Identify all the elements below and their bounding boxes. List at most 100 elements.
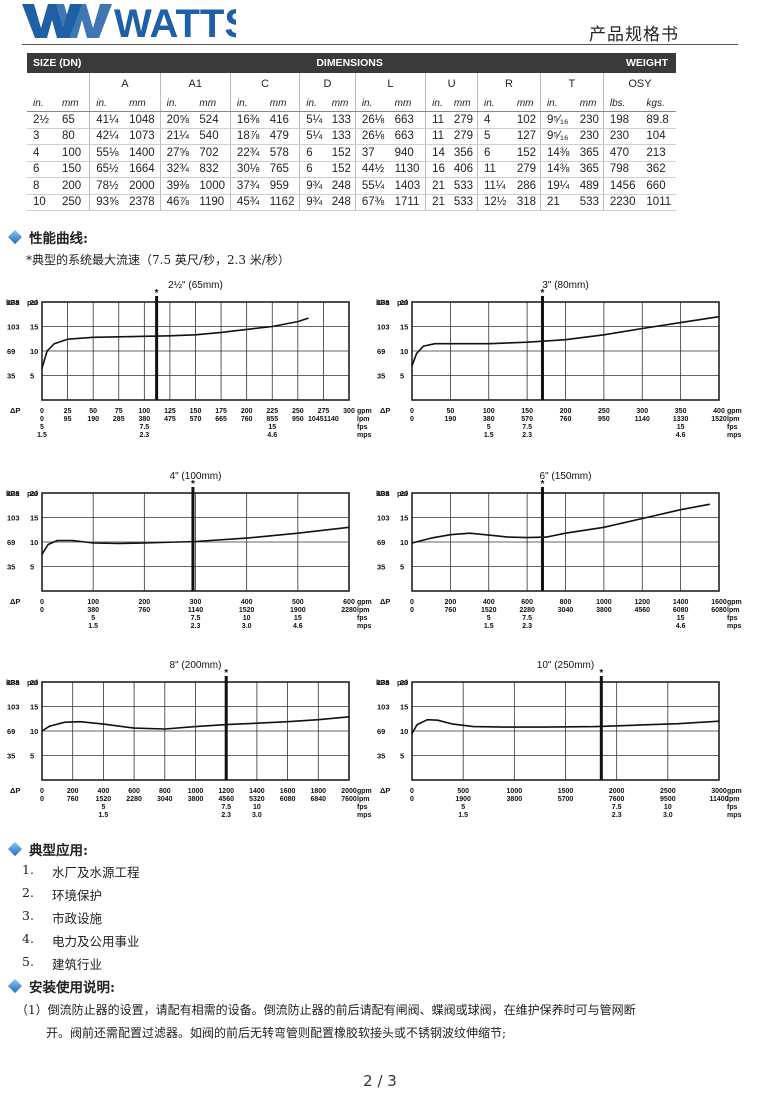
column-group-label: T xyxy=(539,73,604,95)
table-cell: 250 xyxy=(55,194,90,211)
unit-label: mm xyxy=(573,95,604,112)
table-cell: 765 xyxy=(263,161,300,178)
curve-point xyxy=(679,508,682,511)
installation-text: （1）倒流防止器的设置，请配有相需的设备。倒流防止器的前后请配有闸阀、蝶阀或球阀… xyxy=(16,999,716,1045)
performance-chart: 8" (200mm) kPa psi 138 20 103 15 69 10 35 5 * ΔP 0 200… xyxy=(4,658,374,836)
table-cell: 2230 xyxy=(602,194,641,211)
y-unit-kpa: kPa xyxy=(6,298,20,307)
unit-label: in. xyxy=(299,95,326,112)
applications-title: 典型应用: xyxy=(29,843,88,859)
y-tick-psi: 10 xyxy=(400,538,408,547)
x-tick-label: 380 xyxy=(87,607,99,614)
y-tick-kpa: 35 xyxy=(377,752,385,761)
x-tick-label: 15 xyxy=(677,424,685,431)
x-tick-label: 2280 xyxy=(341,607,357,614)
x-tick-label: 2.3 xyxy=(522,623,532,630)
y-tick-psi: 5 xyxy=(30,372,34,381)
x-tick-label: 1140 xyxy=(635,416,650,423)
curve-point xyxy=(92,542,94,544)
x-unit-label: fps xyxy=(357,615,368,622)
y-tick-psi: 15 xyxy=(30,323,38,332)
x-tick-label: 15 xyxy=(268,424,276,431)
table-cell: 41¼ xyxy=(89,111,124,129)
curve-point xyxy=(603,526,605,528)
x-tick-label: 2.3 xyxy=(612,812,622,819)
x-tick-label: 10 xyxy=(664,804,672,811)
table-cell: 959 xyxy=(263,177,300,195)
table-cell: 19¼ xyxy=(539,177,574,195)
curve-point xyxy=(488,342,490,345)
x-tick-label: 0 xyxy=(410,599,414,606)
curve-point xyxy=(595,725,597,728)
x-tick-label: 380 xyxy=(138,416,150,423)
y-unit-kpa: kPa xyxy=(6,489,20,498)
curve-point xyxy=(426,719,429,721)
table-cell: 230 xyxy=(602,128,641,145)
curve-point xyxy=(411,542,413,544)
curve-point xyxy=(503,726,505,728)
x-tick-label: 665 xyxy=(215,416,227,423)
x-tick-label: 6080 xyxy=(711,607,727,614)
table-cell: 12½ xyxy=(477,194,511,211)
curve-point xyxy=(225,723,227,726)
watts-logo: WATTS xyxy=(22,2,236,40)
curve-point xyxy=(545,536,548,538)
table-cell: 9¾ xyxy=(299,194,326,211)
curve-point xyxy=(641,517,643,520)
x-tick-label: 200 xyxy=(138,599,150,606)
table-cell: 21 xyxy=(425,177,448,195)
x-unit-label: gpm xyxy=(727,408,742,415)
x-tick-label: 2280 xyxy=(126,796,142,803)
table-cell: 1456 xyxy=(602,177,641,195)
unit-label: in. xyxy=(477,95,511,112)
x-tick-label: 1600 xyxy=(280,788,296,795)
x-tick-label: 380 xyxy=(483,416,495,423)
x-tick-label: 5320 xyxy=(249,796,265,803)
x-tick-label: 7.5 xyxy=(522,615,532,622)
y-tick-kpa: 69 xyxy=(7,538,15,547)
chart-title: 4" (100mm) xyxy=(170,471,222,482)
unit-label: in. xyxy=(539,95,574,112)
table-cell: 663 xyxy=(388,111,426,129)
max-velocity-marker: * xyxy=(541,288,545,299)
table-row: 2½ 65 41¼ 1048 20⅝ 524 16⅜ 416 5¼ 133 26⅛ 663 11 279 4… xyxy=(27,111,676,129)
curve-point xyxy=(416,723,418,726)
curve-point xyxy=(526,341,528,343)
delta-p-label: ΔP xyxy=(10,597,20,606)
x-tick-label: 0 xyxy=(410,796,414,803)
chart-title: 8" (200mm) xyxy=(170,660,222,671)
curve-point xyxy=(544,726,546,728)
x-unit-label: mps xyxy=(357,432,372,439)
x-tick-label: 2.3 xyxy=(191,623,201,630)
x-tick-label: 5 xyxy=(40,424,44,431)
unit-label: in. xyxy=(89,95,124,112)
x-tick-label: 275 xyxy=(318,408,330,415)
table-cell: 5¼ xyxy=(299,128,326,145)
curve-point xyxy=(169,335,171,337)
curve-point xyxy=(718,316,720,318)
curve-point xyxy=(603,334,605,336)
x-tick-label: 0 xyxy=(40,607,44,614)
max-velocity-marker: * xyxy=(191,479,195,490)
y-unit-psi: psi xyxy=(397,489,408,498)
table-cell: 152 xyxy=(510,144,541,162)
unit-label: in. xyxy=(229,95,264,112)
table-cell: 540 xyxy=(193,128,231,145)
x-tick-label: 7600 xyxy=(609,796,625,803)
table-cell: 1130 xyxy=(388,161,426,178)
table-cell: 11 xyxy=(477,161,511,178)
x-tick-label: 2.3 xyxy=(221,812,231,819)
y-tick-kpa: 69 xyxy=(7,727,15,736)
unit-row: in. mm in. mm in. mm in. mm in. mm in. mm in. mm in. mm… xyxy=(27,95,676,112)
performance-title: 性能曲线: xyxy=(29,231,88,247)
x-tick-label: 760 xyxy=(138,607,150,614)
y-tick-kpa: 69 xyxy=(7,347,15,356)
y-tick-kpa: 69 xyxy=(377,727,385,736)
y-tick-kpa: 35 xyxy=(7,372,15,381)
x-tick-label: 95 xyxy=(64,416,72,423)
y-tick-psi: 20 xyxy=(400,678,408,687)
column-group-label: A xyxy=(89,73,161,95)
x-tick-label: 2000 xyxy=(609,788,625,795)
x-unit-label: fps xyxy=(727,615,738,622)
